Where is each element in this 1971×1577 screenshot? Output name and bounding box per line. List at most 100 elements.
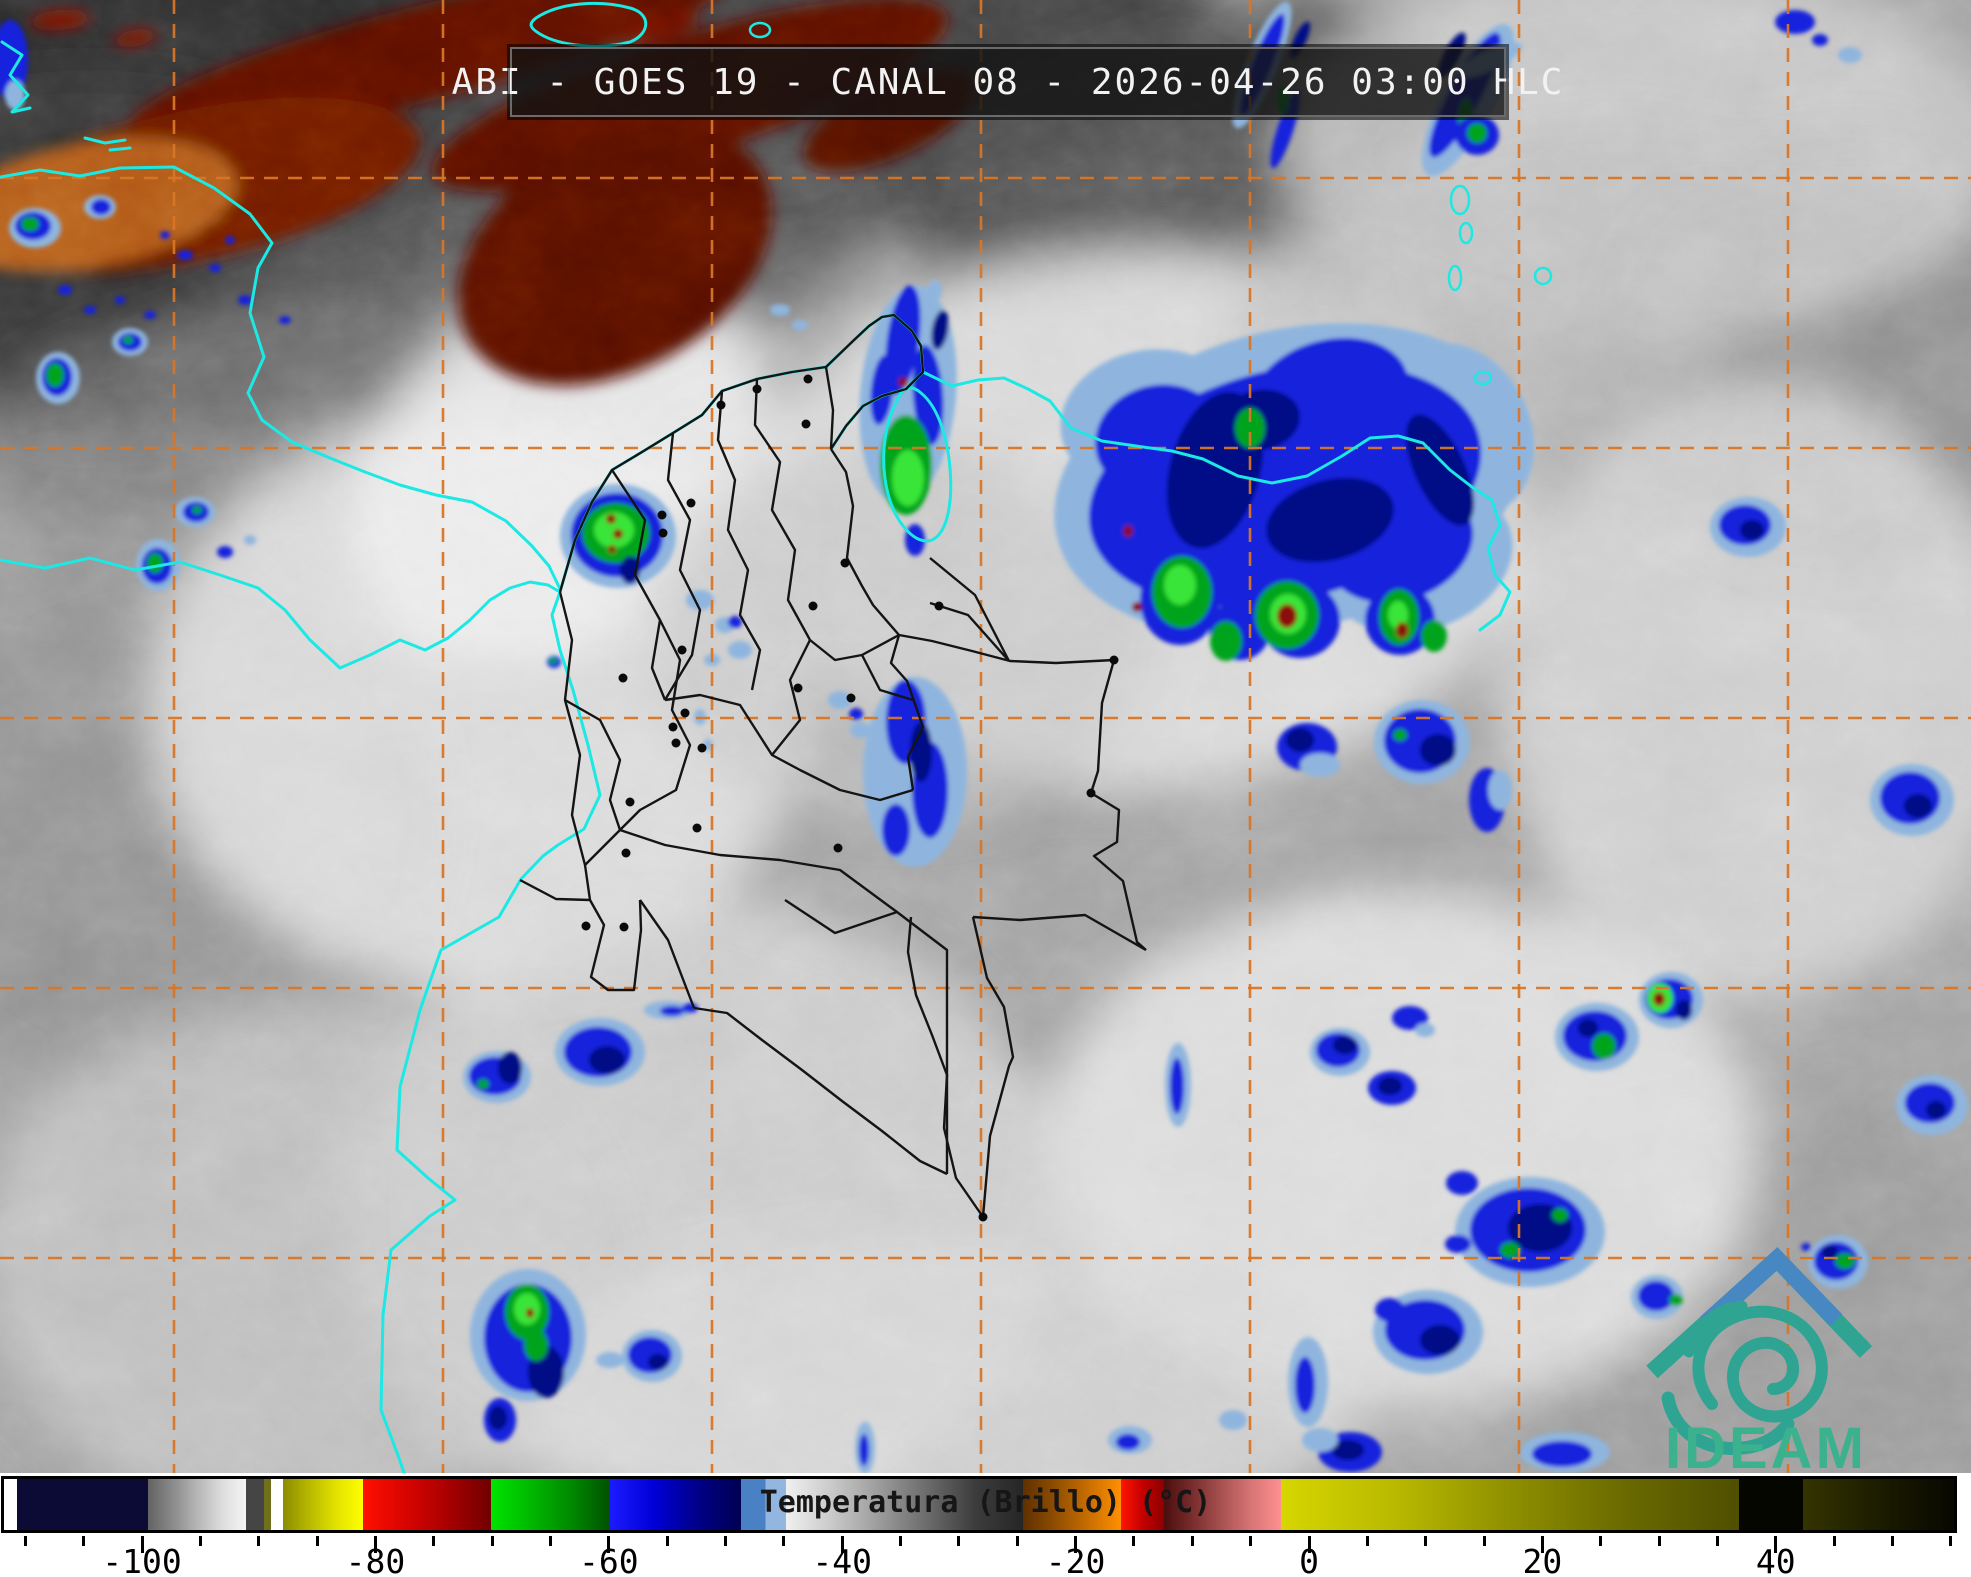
city-dot bbox=[686, 498, 696, 508]
colorbar-tick bbox=[1074, 1536, 1078, 1553]
blob bbox=[21, 217, 39, 231]
blob bbox=[1467, 123, 1487, 143]
colorbar-tick bbox=[1365, 1536, 1369, 1546]
city-dot bbox=[692, 823, 702, 833]
city-dot bbox=[808, 601, 818, 611]
blob bbox=[238, 295, 252, 305]
logo-spiral-outer-arm bbox=[1661, 1391, 1795, 1455]
admin-border bbox=[860, 654, 914, 702]
logo-spiral-top-arm bbox=[1683, 1300, 1748, 1358]
blob bbox=[594, 512, 634, 548]
storm-cell bbox=[1302, 1428, 1382, 1472]
ideam-logo: IDEAM bbox=[1646, 1247, 1873, 1473]
storm-cell bbox=[644, 1001, 698, 1019]
blob bbox=[1801, 1243, 1811, 1251]
satellite-image-canvas: IDEAM bbox=[0, 0, 1971, 1473]
coastline bbox=[882, 386, 953, 543]
title-bar: ABI - GOES 19 - CANAL 08 - 2026-04-26 03… bbox=[452, 44, 1562, 120]
blob bbox=[1170, 1058, 1184, 1114]
storm-cell bbox=[1520, 1432, 1610, 1472]
blob bbox=[1578, 1019, 1598, 1037]
admin-border bbox=[824, 366, 835, 450]
city-dot bbox=[618, 673, 628, 683]
blob bbox=[1388, 601, 1408, 629]
colorbar-segment bbox=[741, 1479, 786, 1530]
colorbar-tick-label: -60 bbox=[578, 1542, 639, 1577]
admin-border bbox=[564, 698, 622, 831]
blob bbox=[1132, 602, 1142, 612]
temperature-colorbar bbox=[1, 1476, 1957, 1533]
admin-border bbox=[971, 916, 1015, 1218]
storm-cell bbox=[547, 656, 561, 668]
blob bbox=[1420, 1325, 1460, 1355]
colorbar-segment bbox=[1121, 1479, 1164, 1530]
blob bbox=[850, 722, 870, 738]
admin-border bbox=[972, 913, 1147, 952]
city-dot bbox=[846, 693, 856, 703]
blob bbox=[1812, 34, 1828, 46]
admin-border bbox=[829, 448, 925, 791]
colorbar-tick bbox=[1540, 1536, 1544, 1553]
blob bbox=[498, 1052, 522, 1084]
coastline bbox=[0, 40, 32, 114]
blob bbox=[1277, 604, 1297, 628]
blob bbox=[728, 616, 742, 628]
storm-cell bbox=[1631, 1243, 1811, 1319]
blob bbox=[912, 345, 944, 445]
blob bbox=[5, 80, 25, 110]
blob bbox=[0, 20, 28, 100]
colorbar-tick-label: -100 bbox=[102, 1542, 182, 1577]
blob bbox=[1592, 1033, 1616, 1059]
blob bbox=[1415, 1023, 1435, 1037]
colorbar-tick bbox=[490, 1536, 494, 1546]
colorbar-tick bbox=[899, 1536, 903, 1546]
admin-border bbox=[898, 633, 1115, 665]
island-outline bbox=[748, 21, 772, 39]
blob bbox=[928, 280, 942, 300]
admin-border bbox=[558, 313, 925, 593]
storm-cell bbox=[1165, 1043, 1191, 1127]
admin-border bbox=[610, 469, 667, 701]
coastline bbox=[379, 590, 602, 1473]
colorbar-tick-label: 40 bbox=[1755, 1542, 1796, 1577]
storm-cell bbox=[555, 1018, 645, 1086]
city-dot bbox=[803, 374, 813, 384]
island-outline bbox=[1449, 184, 1471, 216]
storm-cell bbox=[1368, 1071, 1416, 1105]
blob bbox=[606, 514, 616, 524]
island-outline bbox=[1473, 370, 1493, 386]
logo-wordmark: IDEAM bbox=[1665, 1416, 1867, 1473]
colorbar-segment bbox=[283, 1479, 363, 1530]
blob bbox=[1838, 47, 1862, 63]
blob bbox=[728, 641, 752, 659]
storm-cell bbox=[855, 1422, 875, 1473]
blob bbox=[1393, 729, 1407, 741]
city-dot bbox=[625, 797, 635, 807]
blob bbox=[1638, 1281, 1674, 1311]
city-dot bbox=[1109, 655, 1119, 665]
blob bbox=[526, 1308, 534, 1318]
blob bbox=[898, 377, 908, 387]
blob bbox=[1420, 734, 1456, 766]
city-dot bbox=[619, 922, 629, 932]
blob bbox=[58, 285, 72, 295]
colorbar-segment bbox=[1281, 1479, 1739, 1530]
colorbar-tick bbox=[1715, 1536, 1719, 1546]
storm-cell bbox=[686, 590, 889, 767]
city-dot bbox=[671, 738, 681, 748]
storm-cell bbox=[1108, 1410, 1247, 1454]
storm-cell bbox=[1288, 1337, 1328, 1427]
convective-cells bbox=[0, 1, 1968, 1473]
colorbar-tick bbox=[1482, 1536, 1486, 1546]
storm-cell bbox=[1870, 764, 1954, 836]
blob bbox=[1488, 770, 1512, 810]
colorbar-segment bbox=[4, 1479, 17, 1530]
blob bbox=[1532, 1441, 1592, 1467]
colorbar-segment bbox=[363, 1479, 491, 1530]
colorbar-tick bbox=[840, 1536, 844, 1553]
blob bbox=[1421, 620, 1447, 652]
colorbar-tick bbox=[198, 1536, 202, 1546]
admin-border bbox=[519, 878, 643, 992]
blob bbox=[882, 804, 910, 856]
blob bbox=[1219, 1410, 1247, 1430]
